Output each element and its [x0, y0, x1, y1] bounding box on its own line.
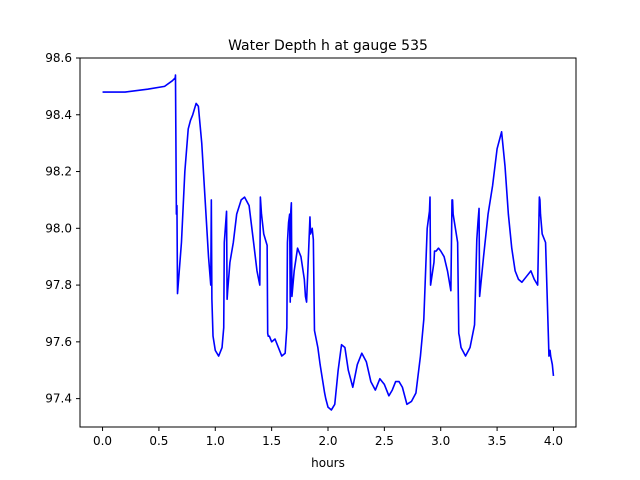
x-tick-label: 1.5 [262, 434, 281, 448]
x-tick-label: 0.0 [93, 434, 112, 448]
series-line [102, 74, 555, 411]
y-tick-label: 98.6 [45, 51, 72, 65]
y-axis: 97.4 97.6 97.8 98.0 98.2 98.4 98.6 [45, 51, 80, 406]
y-tick-label: 98.2 [45, 165, 72, 179]
y-tick-label: 98.0 [45, 221, 72, 235]
x-tick-label: 2.0 [318, 434, 337, 448]
x-axis: 0.0 0.5 1.0 1.5 2.0 2.5 3.0 3.5 4.0 [93, 427, 563, 448]
x-tick-label: 2.5 [375, 434, 394, 448]
x-tick-label: 1.0 [206, 434, 225, 448]
x-tick-label: 3.5 [488, 434, 507, 448]
y-tick-label: 97.6 [45, 335, 72, 349]
y-tick-label: 97.4 [45, 392, 72, 406]
chart-title: Water Depth h at gauge 535 [228, 38, 428, 54]
y-tick-label: 97.8 [45, 278, 72, 292]
x-tick-label: 4.0 [544, 434, 563, 448]
x-axis-label: hours [311, 456, 345, 470]
y-tick-label: 98.4 [45, 108, 72, 122]
x-tick-label: 3.0 [431, 434, 450, 448]
x-tick-label: 0.5 [149, 434, 168, 448]
